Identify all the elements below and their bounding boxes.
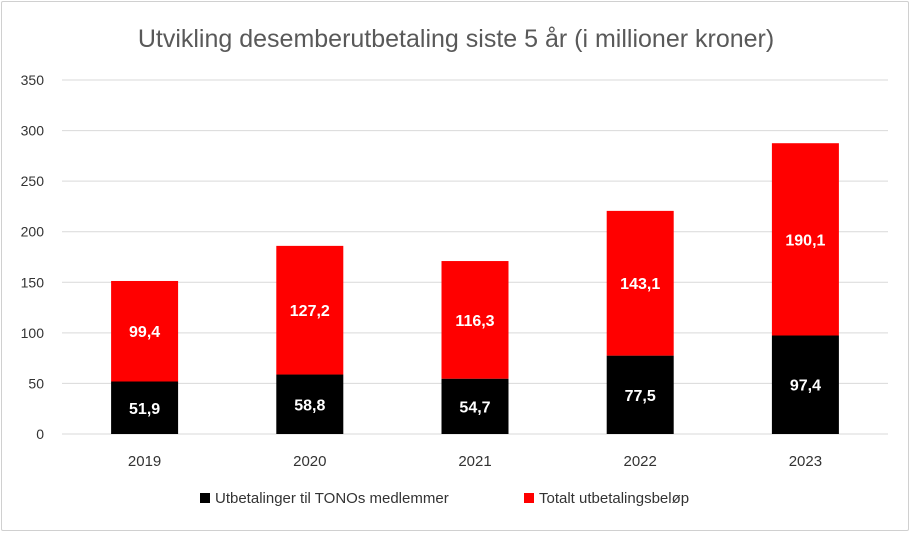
bars: 51,9 99,4 58,8 127,2 54,7 116,3 77,5 143,1 97,4 1… (111, 143, 839, 434)
bar-segment (276, 245, 344, 375)
data-label: 190,1 (785, 232, 825, 249)
bar-segment (771, 335, 839, 434)
y-tick-label: 300 (21, 123, 45, 139)
data-label: 143,1 (620, 276, 660, 293)
x-axis: 2019 2020 2021 2022 2023 (128, 453, 822, 470)
x-tick-label: 2019 (128, 453, 161, 470)
data-label: 97,4 (790, 378, 821, 395)
legend-swatch-members (200, 493, 210, 503)
x-tick-label: 2020 (293, 453, 326, 470)
legend: Utbetalinger til TONOs medlemmer Totalt … (200, 490, 689, 507)
gridlines (62, 79, 888, 435)
x-tick-label: 2023 (789, 453, 822, 470)
bar-segment (111, 280, 179, 382)
y-tick-label: 0 (36, 426, 44, 442)
y-tick-label: 250 (21, 173, 45, 189)
data-label: 51,9 (129, 401, 160, 418)
x-tick-label: 2021 (458, 453, 491, 470)
data-label: 127,2 (290, 303, 330, 320)
bar-segment (606, 210, 674, 356)
y-tick-label: 100 (21, 325, 45, 341)
bar-segment (606, 355, 674, 434)
legend-swatch-total (524, 493, 534, 503)
bar-segment (441, 378, 509, 434)
bar-segment (441, 261, 509, 379)
legend-label-total: Totalt utbetalingsbeløp (539, 490, 689, 507)
bar-segment (111, 381, 179, 434)
x-tick-label: 2022 (624, 453, 657, 470)
bar-segment (276, 374, 344, 434)
data-label: 58,8 (294, 397, 325, 414)
y-axis: 0 50 100 150 200 250 300 350 (21, 72, 45, 442)
data-label: 99,4 (129, 324, 160, 341)
bar-segment (771, 143, 839, 336)
y-tick-label: 350 (21, 72, 45, 88)
chart-title: Utvikling desemberutbetaling siste 5 år … (138, 25, 774, 53)
data-label: 54,7 (459, 399, 490, 416)
y-tick-label: 200 (21, 224, 45, 240)
data-label: 116,3 (455, 313, 494, 330)
legend-label-members: Utbetalinger til TONOs medlemmer (215, 490, 449, 507)
data-label: 77,5 (625, 388, 656, 405)
y-tick-label: 150 (21, 274, 45, 290)
y-tick-label: 50 (28, 375, 44, 391)
